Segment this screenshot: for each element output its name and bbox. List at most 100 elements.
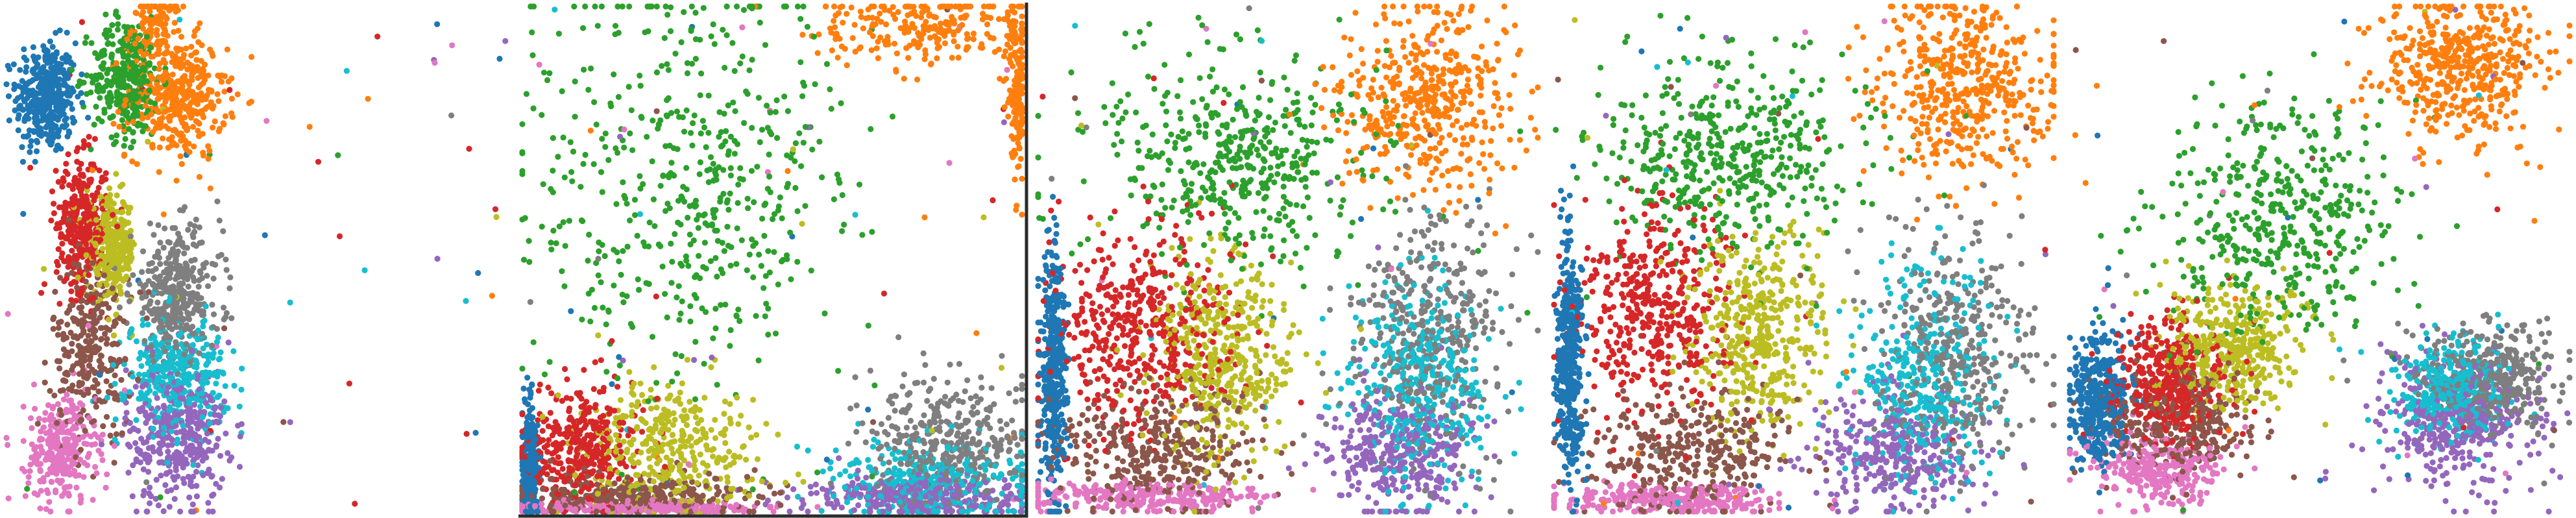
scatter-point [182, 260, 189, 267]
scatter-point [65, 490, 71, 497]
scatter-point [32, 119, 38, 126]
scatter-point [157, 450, 164, 457]
scatter-point [180, 103, 186, 110]
scatter-point [31, 70, 38, 77]
scatter-point [103, 413, 110, 420]
scatter-point [74, 352, 81, 358]
scatter-point [79, 285, 85, 291]
scatter-point [714, 238, 721, 244]
scatter-point [650, 452, 657, 459]
scatter-point [831, 18, 837, 24]
scatter-point [140, 128, 146, 134]
scatter-point [156, 66, 162, 72]
scatter-point [535, 417, 541, 423]
scatter-point [493, 214, 500, 220]
scatter-point [205, 283, 212, 290]
scatter-point [44, 99, 51, 106]
scatter-point [842, 468, 849, 475]
scatter-point [66, 469, 73, 476]
scatter-point [148, 3, 154, 10]
scatter-point [43, 487, 50, 494]
scatter-point [55, 325, 62, 331]
scatter-point [92, 240, 99, 247]
scatter-point [127, 389, 133, 395]
scatter-point [772, 211, 778, 217]
scatter-point [24, 486, 30, 492]
scatter-point [45, 132, 52, 139]
scatter-point [160, 135, 166, 142]
scatter-point [683, 258, 690, 264]
scatter-point [827, 480, 834, 487]
scatter-point [217, 452, 224, 459]
scatter-point [165, 344, 172, 351]
scatter-point [92, 327, 99, 334]
scatter-point [37, 467, 43, 473]
scatter-point [172, 63, 178, 69]
scatter-point [33, 148, 40, 154]
scatter-point [50, 316, 56, 323]
scatter-point [156, 17, 163, 23]
scatter-point [165, 413, 171, 419]
scatter-point [45, 402, 52, 408]
scatter-point [228, 454, 235, 461]
scatter-point [152, 253, 158, 260]
scatter-points [519, 3, 1025, 515]
scatter-point [615, 93, 622, 100]
scatter-point [12, 98, 19, 105]
scatter-point [191, 256, 198, 263]
scatter-point [97, 352, 104, 359]
scatter-point [30, 77, 36, 83]
scatter-point [731, 68, 738, 74]
scatter-point [127, 330, 133, 336]
scatter-point [177, 207, 184, 214]
scatter-point [114, 223, 121, 230]
scatter-point [203, 454, 210, 461]
scatter-point [75, 145, 81, 151]
scatter-point [765, 331, 772, 338]
scatter-point [185, 473, 191, 480]
scatter-point [178, 138, 184, 144]
scatter-point [210, 389, 216, 396]
scatter-point [166, 408, 173, 414]
scatter-point [41, 281, 48, 288]
scatter-point [188, 43, 195, 50]
scatter-point [162, 373, 169, 380]
scatter-point [156, 325, 162, 331]
scatter-point [553, 240, 559, 247]
scatter-point [434, 21, 441, 27]
scatter-point [57, 458, 64, 465]
scatter-point [73, 279, 79, 286]
scatter-point [202, 436, 208, 443]
scatter-point [125, 24, 131, 31]
scatter-point [82, 238, 88, 245]
scatter-point [993, 497, 1000, 503]
scatter-point [139, 310, 146, 316]
scatter-point [163, 330, 169, 338]
scatter-point [156, 144, 163, 151]
scatter-point [193, 118, 199, 125]
scatter-point [105, 316, 112, 323]
scatter-point [186, 382, 192, 388]
scatter-point [540, 181, 546, 188]
scatter-point [75, 254, 81, 260]
scatter-point [189, 323, 196, 330]
scatter-point [63, 58, 69, 65]
scatter-point [215, 72, 221, 79]
scatter-point [222, 113, 228, 119]
scatter-point [129, 373, 136, 380]
scatter-point [216, 369, 223, 375]
scatter-point [62, 117, 68, 123]
scatter-point [112, 416, 119, 423]
scatter-point [188, 391, 195, 397]
scatter-point [73, 297, 79, 304]
scatter-point [110, 41, 116, 47]
scatter-point [86, 415, 92, 421]
scatter-point [716, 109, 723, 116]
scatter-point [162, 20, 169, 27]
scatter-point [79, 19, 85, 25]
scatter-point [64, 275, 70, 282]
scatter-point [171, 301, 178, 308]
scatter-point [239, 365, 245, 372]
scatter-point [165, 365, 173, 372]
scatter-point [42, 360, 48, 366]
